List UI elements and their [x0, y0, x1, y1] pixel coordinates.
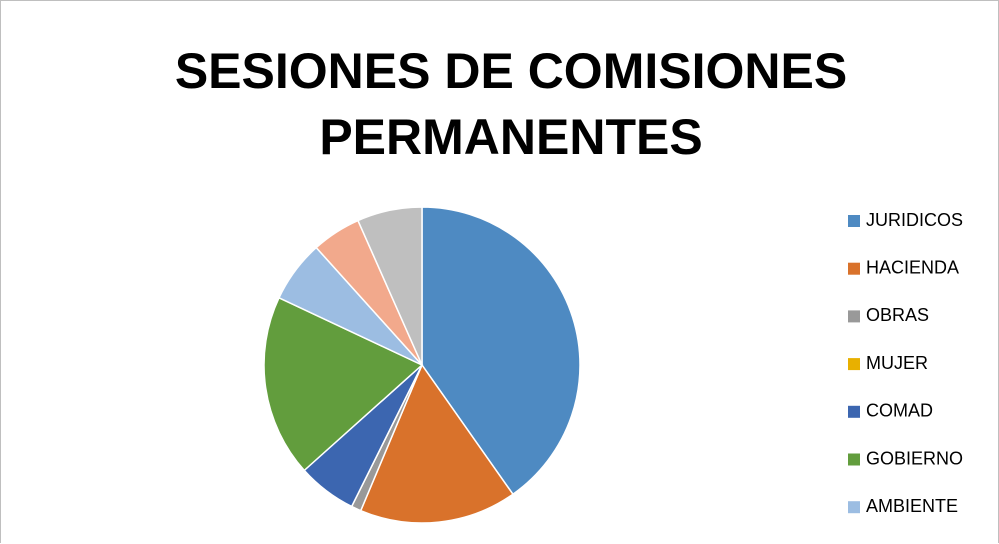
pie-slice: [263, 296, 424, 472]
legend-label: GOBIERNO: [866, 448, 963, 468]
pie-slice: [421, 206, 581, 496]
legend-label: COMAD: [866, 401, 933, 421]
legend-label: MUJER: [866, 353, 928, 373]
legend-label: HACIENDA: [866, 257, 959, 277]
legend-swatch: [848, 310, 860, 323]
pie-slice: [359, 363, 514, 524]
legend-label: OBRAS: [866, 305, 929, 325]
pie-slice: [356, 206, 423, 366]
legend-swatch: [848, 453, 860, 466]
legend-swatch: [848, 262, 860, 275]
legend-label: AMBIENTE: [866, 496, 958, 516]
legend-swatch: [848, 501, 860, 514]
legend-swatch: [848, 358, 860, 371]
legend-label: JURIDICOS: [866, 210, 963, 230]
chart-title: SESIONES DE COMISIONES PERMANENTES: [174, 43, 848, 165]
legend-swatch: [848, 405, 860, 418]
legend-swatch: [848, 215, 860, 227]
